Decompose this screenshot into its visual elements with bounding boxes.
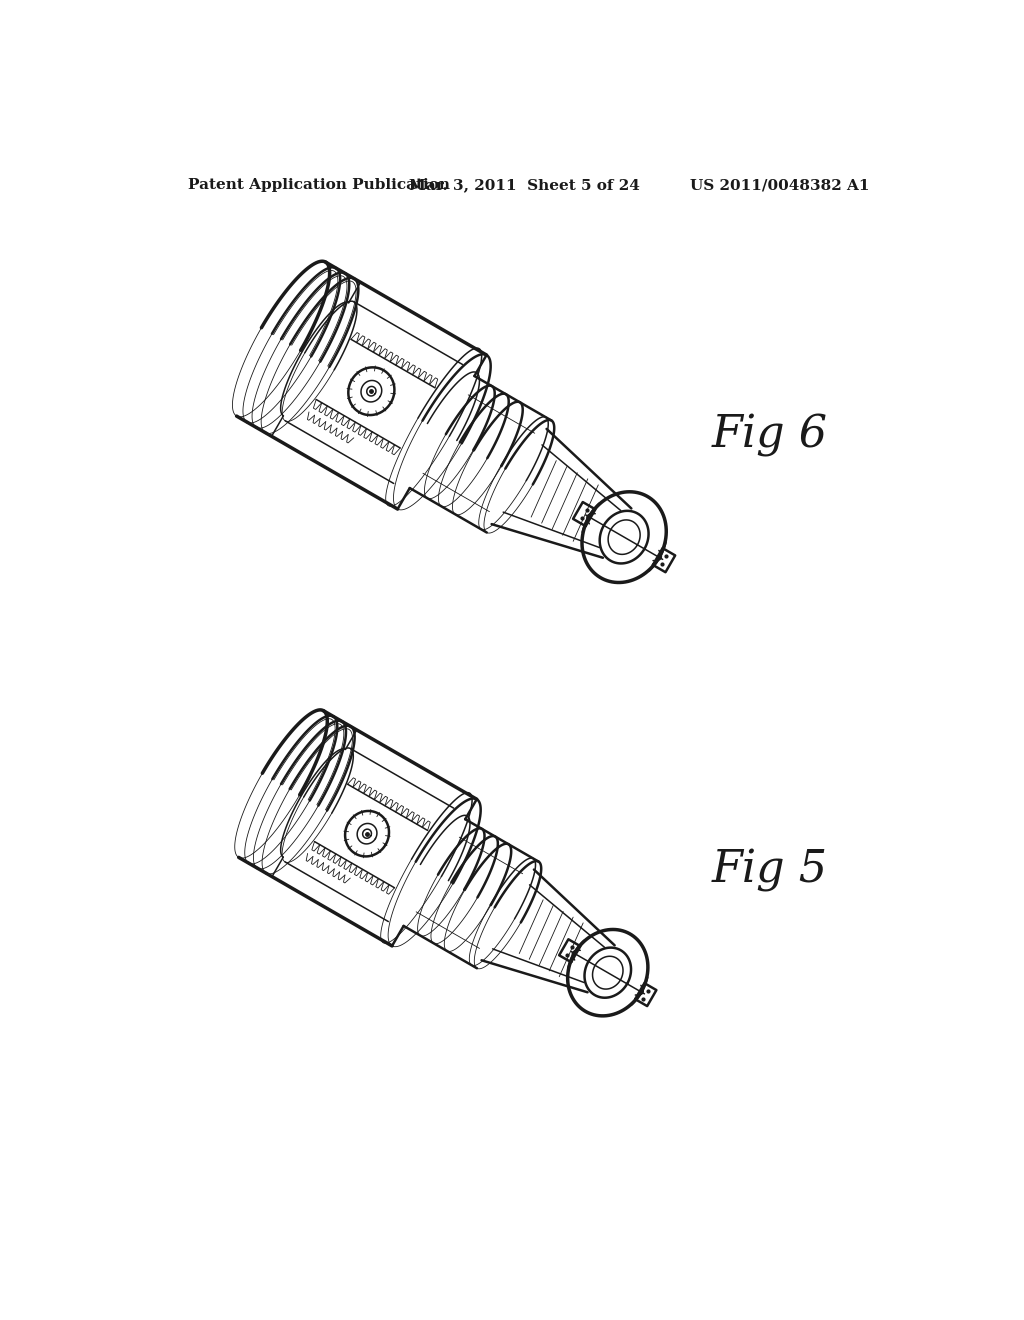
Text: Fig 6: Fig 6 <box>712 414 827 457</box>
Text: Fig 5: Fig 5 <box>712 849 827 892</box>
Text: Mar. 3, 2011  Sheet 5 of 24: Mar. 3, 2011 Sheet 5 of 24 <box>410 178 640 193</box>
Text: Patent Application Publication: Patent Application Publication <box>188 178 451 193</box>
Text: US 2011/0048382 A1: US 2011/0048382 A1 <box>690 178 869 193</box>
